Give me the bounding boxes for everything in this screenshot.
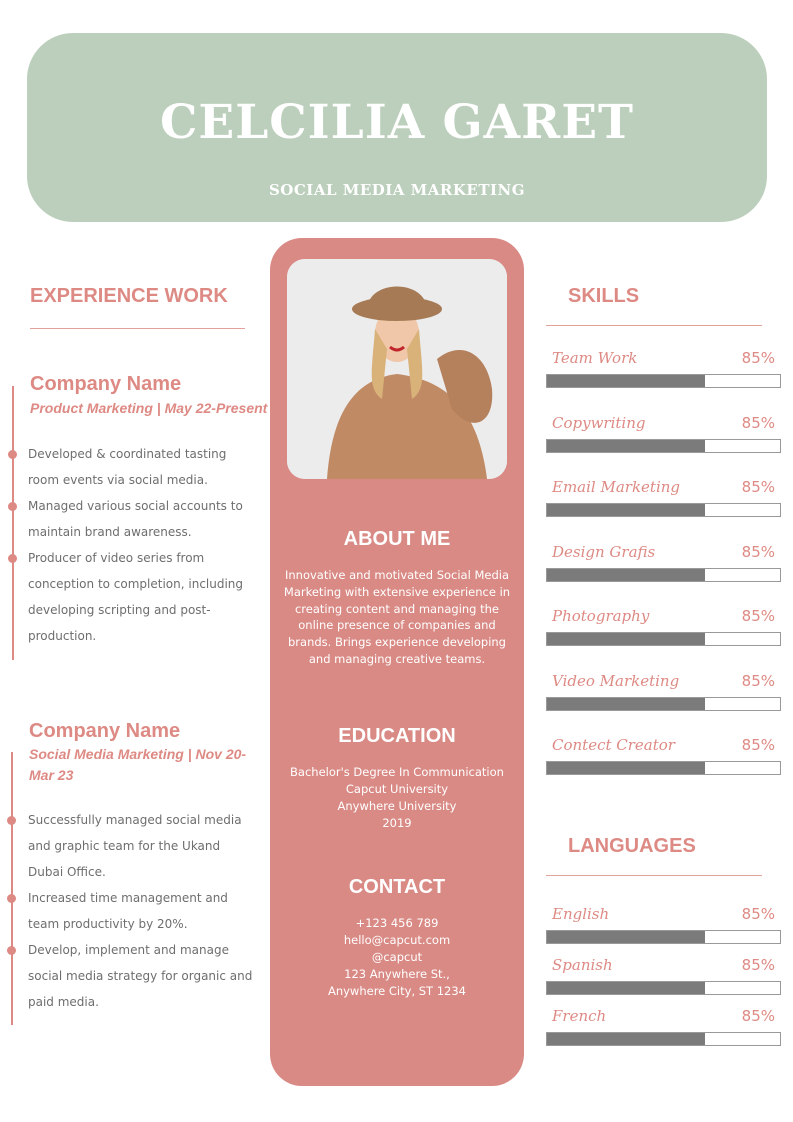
bullet-dot [7,894,16,903]
contact-handle: @capcut [371,950,423,964]
skill-label: Contect Creator [552,736,675,754]
job-bullet: Successfully managed social media and gr… [28,813,242,879]
company-name: Company Name [29,720,181,742]
skill-bar [546,761,781,775]
contact-heading: CONTACT [348,876,446,898]
timeline-line [11,752,13,1025]
bullet-dot [8,554,17,563]
skill-bar [546,503,781,517]
language-bar [546,1032,781,1046]
contact-address: 123 Anywhere St., [344,967,450,981]
job-bullet: Developed & coordinated tasting room eve… [28,447,227,487]
experience-divider [30,328,245,329]
skill-label: Design Grafis [552,542,656,561]
skill-bar [546,438,781,453]
header-banner: CELCILIA GARET SOCIAL MEDIA MARKETING [27,33,767,222]
about-text: Innovative and motivated Social Media Ma… [283,568,511,666]
language-label: French [552,1007,607,1025]
bullet-dot [7,946,16,955]
skill-bar [546,374,781,388]
language-bar [546,930,781,944]
language-bar [546,981,781,995]
language-percent: 85% [741,905,775,923]
skill-label: Photography [552,607,650,625]
bullet-dot [8,450,17,459]
bullet-dot [7,816,16,825]
profile-photo [287,259,507,479]
contact-email[interactable]: hello@capcut.com [343,933,451,947]
skills-divider [546,325,762,326]
candidate-name: CELCILIA GARET [160,95,634,150]
job-position: Social Media Marketing | Nov 20-Mar 23 [29,746,247,783]
skill-bar [546,696,781,711]
language-bar-fill [547,1033,706,1045]
skill-percent: 85% [741,413,775,432]
skill-percent: 85% [741,607,775,625]
languages-heading: LANGUAGES [568,835,696,857]
education-heading: EDUCATION [338,725,456,747]
contact-city: Anywhere City, ST 1234 [327,984,467,998]
skill-bar-fill [547,375,706,387]
skill-percent: 85% [741,542,775,561]
skill-label: Video Marketing [552,671,680,690]
skill-label: Team Work [552,349,638,367]
language-percent: 85% [741,1007,775,1025]
education-degree: Bachelor's Degree In Communication [290,765,504,779]
skill-label: Copywriting [552,413,646,432]
language-bar-fill [547,931,706,943]
timeline-line [12,386,14,660]
skill-percent: 85% [741,349,775,367]
education-year: 2019 [382,816,412,830]
skills-heading: SKILLS [568,285,640,307]
bullet-dot [8,502,17,511]
language-label: English [552,905,610,923]
skill-percent: 85% [741,736,775,754]
experience-heading: EXPERIENCE WORK [30,285,228,307]
job-bullet: Managed various social accounts to maint… [28,499,243,539]
candidate-role: SOCIAL MEDIA MARKETING [268,181,526,199]
about-heading: ABOUT ME [343,528,451,550]
language-bar-fill [547,982,706,994]
skill-bar-fill [547,633,706,645]
education-location: Anywhere University [337,799,457,813]
contact-phone: +123 456 789 [355,916,439,930]
skill-percent: 85% [741,671,775,690]
skill-bar-fill [547,762,706,774]
skill-bar [546,632,781,646]
languages-divider [546,875,762,876]
skill-bar-fill [547,568,706,581]
skill-label: Email Marketing [552,478,681,496]
skill-bar [546,567,781,582]
job-bullet: Increased time management and team produ… [28,891,228,931]
skill-bar-fill [547,697,706,710]
language-percent: 85% [741,956,775,974]
education-school: Capcut University [345,782,449,796]
skill-bar-fill [547,439,706,452]
company-name: Company Name [30,373,182,395]
job-bullet: Develop, implement and manage social med… [28,943,253,1009]
job-position: Product Marketing | May 22-Present [30,400,268,416]
job-bullet: Producer of video series from conception… [28,551,244,643]
language-label: Spanish [552,956,613,974]
skill-bar-fill [547,504,706,516]
skill-percent: 85% [741,478,775,496]
